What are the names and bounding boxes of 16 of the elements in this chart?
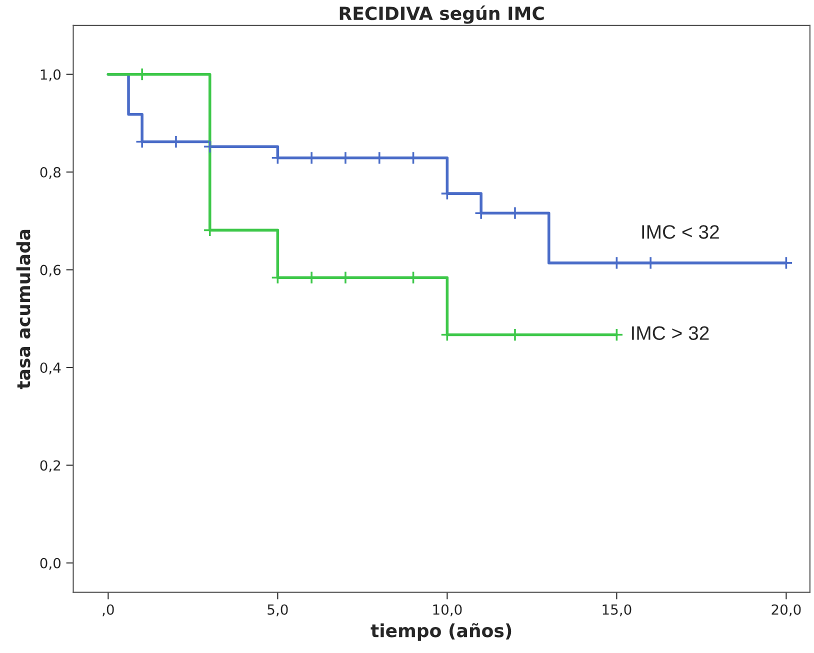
x-tick-label: 15,0 <box>602 604 632 616</box>
x-axis-title: tiempo (años) <box>370 623 512 641</box>
series-label: IMC > 32 <box>632 326 709 340</box>
y-axis-title: tasa acumulada <box>16 230 30 390</box>
y-tick-label: 0,8 <box>40 167 61 179</box>
chart-title: RECIDIVA según IMC <box>340 5 544 24</box>
series-label: IMC < 32 <box>642 225 719 239</box>
x-tick-label: ,0 <box>102 604 114 616</box>
x-tick-label: 5,0 <box>268 604 288 616</box>
x-tick-label: 10,0 <box>433 604 462 616</box>
x-tick-label: 20,0 <box>772 604 801 616</box>
y-tick-label: 0,0 <box>40 558 61 570</box>
y-tick-label: 1,0 <box>40 69 61 82</box>
y-tick-label: 0,4 <box>40 362 61 374</box>
y-tick-label: 0,2 <box>40 460 60 472</box>
y-tick-label: 0,6 <box>40 264 61 277</box>
